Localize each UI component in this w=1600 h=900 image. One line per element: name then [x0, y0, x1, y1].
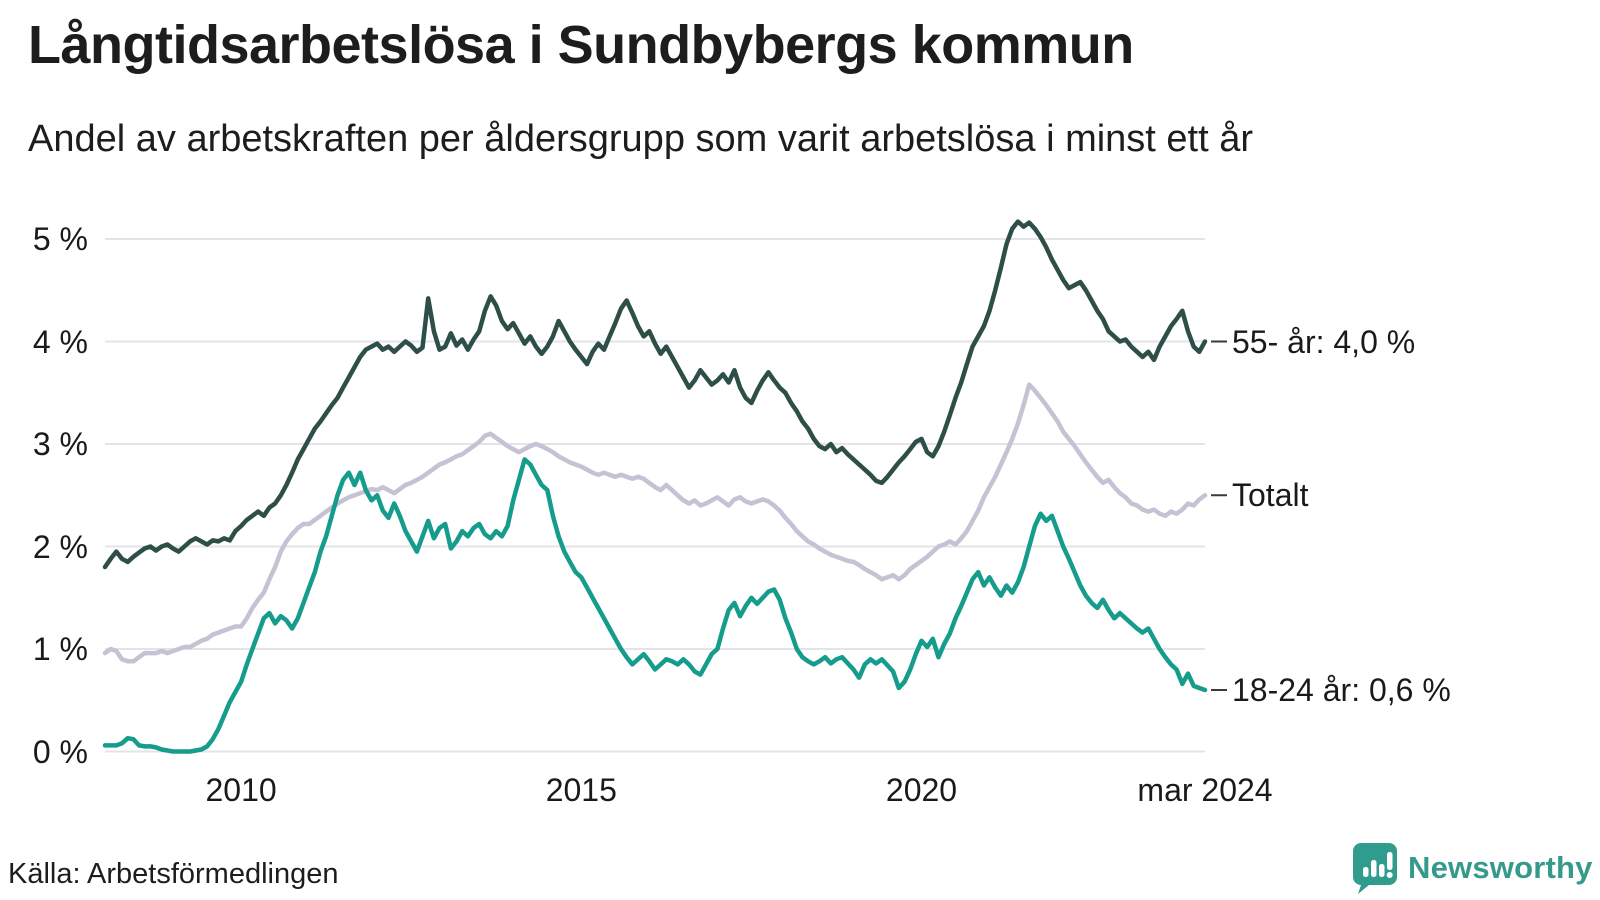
x-axis-label-2020: 2020 [885, 772, 958, 808]
y-axis-label-0: 0 % [32, 733, 88, 770]
series-line-totalt [102, 382, 1208, 664]
x-axis-label-2010: 2010 [205, 772, 277, 808]
newsworthy-logo: Newsworthy [1352, 842, 1594, 894]
x-axis-label-2015: 2015 [545, 772, 617, 808]
series-line-18-24-r [102, 457, 1208, 754]
y-axis-label-4: 4 % [32, 323, 88, 360]
source-note: Källa: Arbetsförmedlingen [8, 858, 339, 890]
page-title: Långtidsarbetslösa i Sundbybergs kommun [28, 15, 1134, 75]
series-label-18-24-r: 18-24 år: 0,6 % [1232, 672, 1451, 708]
page-subtitle: Andel av arbetskraften per åldersgrupp s… [28, 118, 1254, 160]
newsworthy-bubble-icon [1353, 843, 1397, 894]
brand-name: Newsworthy [1408, 850, 1593, 885]
series-line-55-r [102, 219, 1208, 570]
y-axis-label-1: 1 % [32, 631, 88, 667]
x-axis-label-mar-2024: mar 2024 [1137, 772, 1273, 808]
series-label-55-r: 55- år: 4,0 % [1232, 323, 1416, 360]
y-axis-label-3: 3 % [32, 426, 88, 462]
y-axis-label-5: 5 % [32, 221, 88, 257]
series-label-totalt: Totalt [1232, 477, 1309, 514]
y-axis-label-2: 2 % [32, 528, 88, 565]
